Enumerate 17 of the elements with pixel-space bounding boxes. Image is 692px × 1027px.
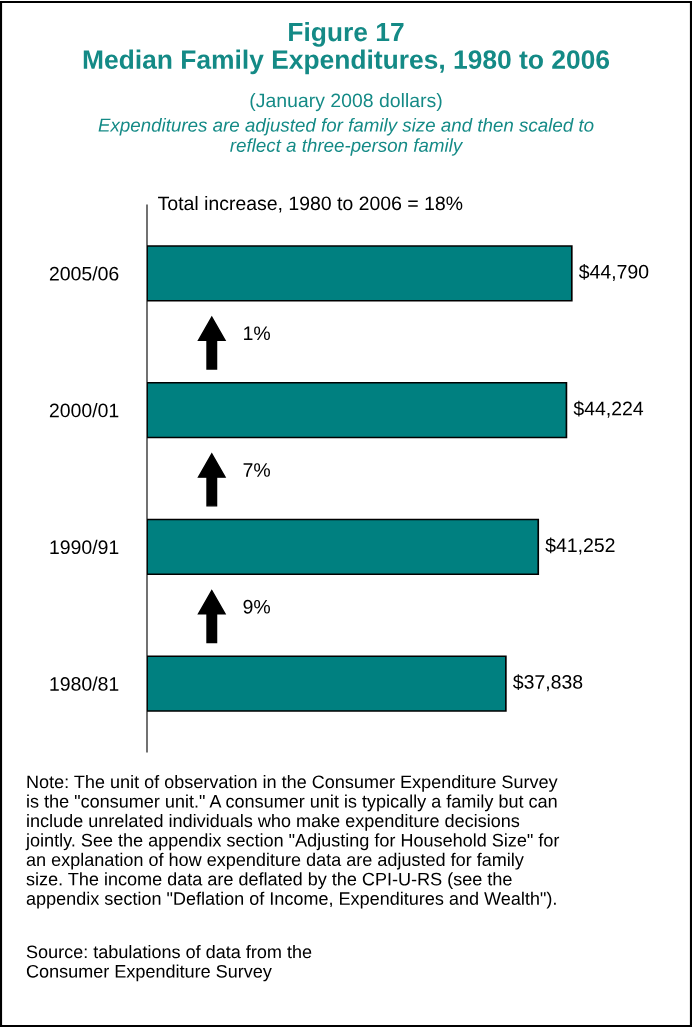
- y-tick-label: 2005/06: [49, 266, 119, 281]
- y-tick-label: 1990/91: [50, 539, 119, 555]
- data-label: $37,838: [513, 674, 583, 692]
- chart-subtitle: (January 2008 dollars): [250, 93, 442, 112]
- data-label: $44,224: [573, 400, 644, 418]
- annotation: 7%: [243, 463, 270, 477]
- annotation: Total increase, 1980 to 2006 = 18%: [158, 195, 463, 213]
- data-label: $41,252: [545, 537, 615, 555]
- data-label: $44,790: [578, 264, 649, 281]
- text: Note: The unit of observation in the Consumer Expenditure Survey is the "consumer unit." A consumer unit is typically a family but can include unrelated individuals who make expenditure decisions jointly. See the appendix section "Adjusting for Household Size" for an explanation of how expenditure data are adjusted for family size. The income data are deflated by the CPI-U-RS (see the appendix section "Deflation of Income, Expenditures and Wealth").: [25, 775, 560, 909]
- annotation: 1%: [244, 326, 270, 341]
- y-tick-label: 1980/81: [50, 676, 119, 691]
- chart-title: Figure 17 Median Family Expenditures, 1980 to 2006: [83, 22, 610, 75]
- y-tick-label: 2000/01: [49, 403, 119, 418]
- annotation: 9%: [243, 599, 270, 614]
- text: Expenditures are adjusted for family size and then scaled to reflect a three-person family: [98, 118, 594, 156]
- source-note: Source: tabulations of data from the Consumer Expenditure Survey: [26, 945, 312, 982]
